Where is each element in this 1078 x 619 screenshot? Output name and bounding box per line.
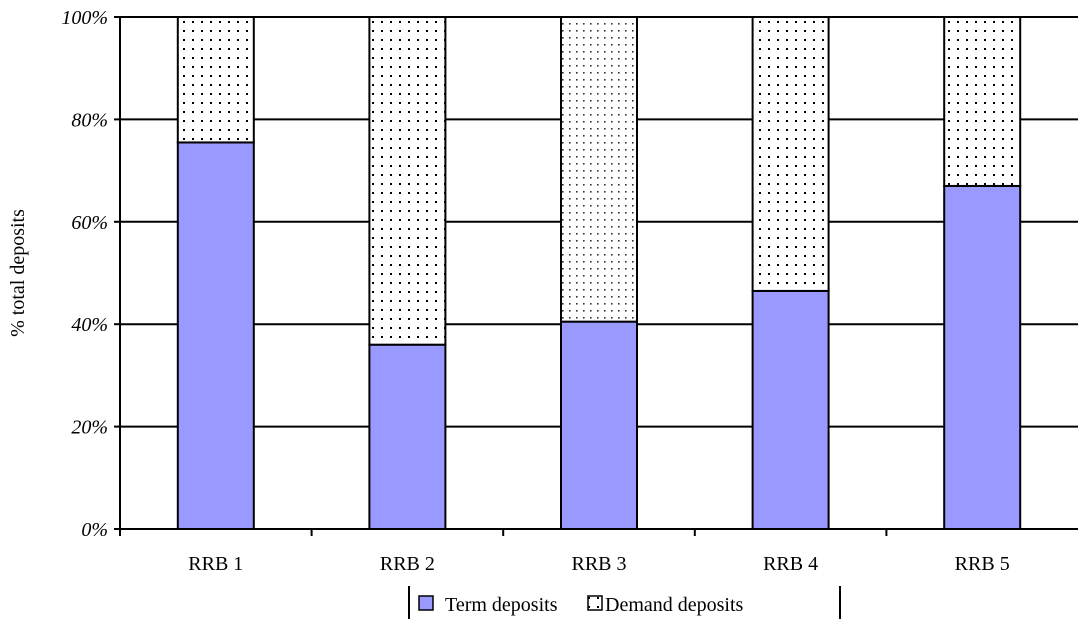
- legend-label-demand: Demand deposits: [605, 594, 744, 616]
- legend-label-term: Term deposits: [445, 594, 558, 616]
- y-tick-label: 100%: [61, 7, 108, 29]
- bar-segment-term: [751, 289, 830, 531]
- axes: [114, 16, 1078, 536]
- legend-swatch-demand: [587, 595, 603, 611]
- y-tick-label: 80%: [71, 109, 108, 131]
- bar-segment-demand: [176, 16, 255, 144]
- x-tick-label: RRB 4: [763, 553, 818, 575]
- y-axis-label: % total deposits: [7, 209, 29, 337]
- legend-swatch-term: [418, 595, 434, 611]
- bar-segment-demand: [751, 16, 830, 292]
- x-tick-label: RRB 2: [380, 553, 435, 575]
- y-tick-label: 0%: [81, 519, 108, 541]
- y-tick-label: 20%: [71, 417, 108, 439]
- bar-segment-demand: [943, 16, 1022, 187]
- bar-segment-term: [560, 320, 638, 531]
- bar-segment-term: [176, 141, 255, 530]
- y-tick-label: 60%: [71, 212, 108, 234]
- labels: 0% 20% 40% 60% 80% 100% RRB 1 RRB 2 RRB 3 RRB 4 RR…: [61, 7, 1009, 575]
- bar-segment-term: [943, 184, 1022, 531]
- x-tick-label: RRB 5: [955, 553, 1010, 575]
- bar-segment-demand: [560, 16, 638, 323]
- x-tick-label: RRB 3: [571, 553, 626, 575]
- bars: [176, 16, 1022, 531]
- y-tick-label: 40%: [71, 314, 108, 336]
- legend: Term deposits Demand deposits: [408, 586, 841, 619]
- bar-segment-term: [368, 343, 447, 530]
- bar-segment-demand: [368, 16, 447, 346]
- x-tick-label: RRB 1: [188, 553, 243, 575]
